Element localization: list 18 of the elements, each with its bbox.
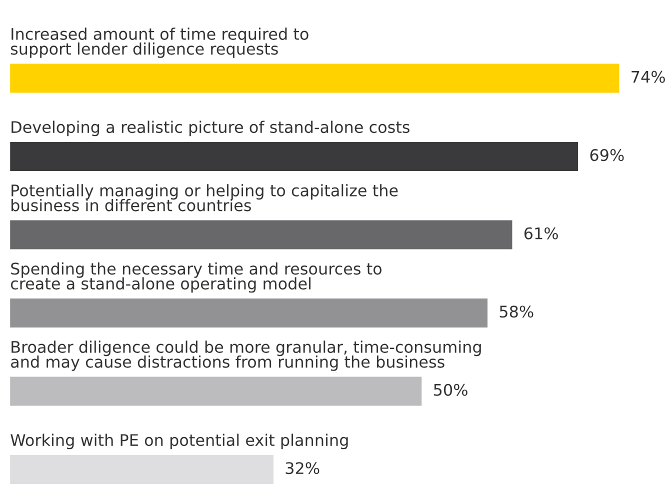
y-tick-label: Increased amount of time required to support lender diligence requests — [10, 28, 308, 58]
bar — [10, 455, 274, 484]
data-label: 74% — [632, 70, 665, 83]
y-tick-label: Broader diligence could be more granular, time-consuming and may cause distractions from running the business — [11, 340, 481, 371]
bar — [10, 298, 488, 328]
data-label: 58% — [500, 306, 534, 318]
bar — [10, 142, 578, 171]
data-label: 32% — [286, 462, 320, 474]
bar — [10, 64, 620, 93]
bar — [10, 376, 422, 406]
y-tick-label: Potentially managing or helping to capitalize the business in different countries — [12, 184, 398, 212]
data-label: 50% — [434, 384, 468, 396]
data-label: 61% — [524, 227, 558, 240]
y-tick-label: Developing a realistic picture of stand-alone costs — [12, 120, 410, 136]
bar — [10, 220, 512, 250]
data-label: 69% — [590, 149, 624, 162]
y-tick-label: Spending the necessary time and resources to create a stand-alone operating model — [10, 262, 382, 293]
y-tick-label: Working with PE on potential exit planning — [10, 434, 348, 450]
